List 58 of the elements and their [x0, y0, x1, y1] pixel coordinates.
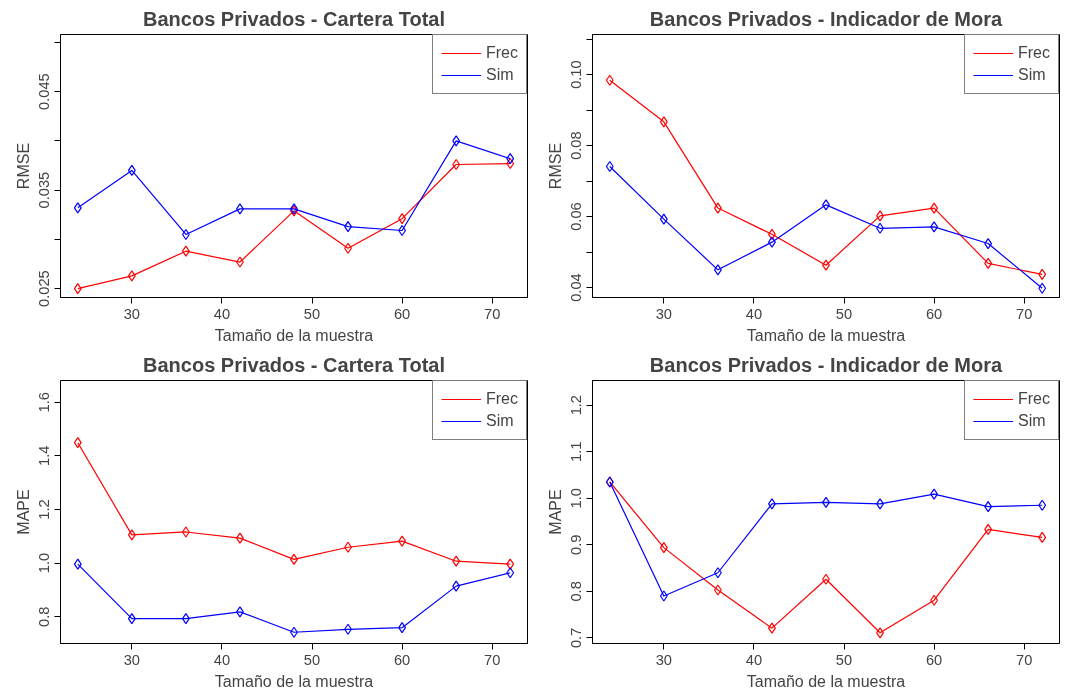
y-tick-label: 0.04 — [568, 273, 585, 302]
x-axis-title: Tamaño de la muestra — [746, 672, 906, 690]
y-tick-label: 1.1 — [568, 441, 585, 462]
x-tick-label: 40 — [745, 651, 763, 668]
y-tick-label: 0.8 — [36, 606, 53, 627]
x-tick-label: 50 — [835, 305, 853, 322]
text: 1.0 — [568, 488, 585, 509]
x-tick-label: 60 — [393, 305, 411, 322]
legend-label: Frec — [1018, 390, 1050, 408]
chart-title: Bancos Privados - Indicador de Mora — [649, 7, 1004, 30]
y-tick-label: 0.8 — [568, 581, 585, 602]
y-tick-label: 1.4 — [36, 445, 53, 467]
text: 0.10 — [568, 60, 585, 89]
chart-title: Bancos Privados - Indicador de Mora — [649, 353, 1004, 376]
legend-label: Frec — [486, 390, 518, 408]
x-tick-label: 30 — [655, 305, 673, 322]
x-axis-title: Tamaño de la muestra — [214, 326, 374, 344]
x-axis-title: Tamaño de la muestra — [746, 326, 906, 344]
y-axis-title: MAPE — [14, 489, 32, 535]
text: 1.0 — [36, 552, 53, 574]
y-tick-label: 0.08 — [568, 131, 585, 160]
y-tick-label: 1.2 — [568, 394, 585, 416]
x-tick-label: 60 — [925, 305, 943, 322]
y-tick-label: 1.6 — [36, 392, 53, 413]
x-tick-label: 70 — [1016, 305, 1033, 322]
y-tick-label: 0.9 — [568, 534, 585, 555]
y-tick-label: 1.2 — [36, 499, 53, 520]
x-tick-label: 50 — [303, 305, 321, 322]
x-tick-label: 40 — [213, 305, 231, 322]
legend-label: Sim — [1018, 66, 1046, 84]
x-tick-label: 40 — [213, 651, 231, 668]
y-tick-label: 0.045 — [36, 73, 53, 110]
chart-title: Bancos Privados - Cartera Total — [143, 353, 445, 376]
legend-label: Frec — [486, 44, 518, 62]
legend-label: Sim — [1018, 412, 1046, 430]
y-axis-title: MAPE — [546, 489, 564, 535]
x-tick-label: 60 — [393, 651, 411, 668]
x-tick-label: 30 — [123, 305, 141, 322]
x-tick-label: 50 — [303, 651, 321, 668]
legend-label: Sim — [486, 412, 514, 430]
x-tick-label: 50 — [835, 651, 853, 668]
y-tick-label: 0.035 — [36, 171, 53, 209]
x-tick-label: 70 — [484, 651, 501, 668]
y-axis-title: RMSE — [546, 142, 564, 190]
y-tick-label: 0.025 — [36, 270, 53, 307]
chart-title: Bancos Privados - Cartera Total — [143, 7, 445, 30]
legend-label: Frec — [1018, 44, 1050, 62]
y-tick-label: 0.06 — [568, 202, 585, 231]
x-tick-label: 30 — [123, 651, 141, 668]
x-axis-title: Tamaño de la muestra — [214, 672, 374, 690]
x-tick-label: 40 — [745, 305, 763, 322]
x-tick-label: 60 — [925, 651, 943, 668]
y-tick-label: 0.7 — [568, 627, 585, 649]
x-tick-label: 70 — [484, 305, 501, 322]
x-tick-label: 30 — [655, 651, 673, 668]
x-tick-label: 70 — [1016, 651, 1033, 668]
legend-label: Sim — [486, 66, 514, 84]
y-axis-title: RMSE — [14, 142, 32, 190]
